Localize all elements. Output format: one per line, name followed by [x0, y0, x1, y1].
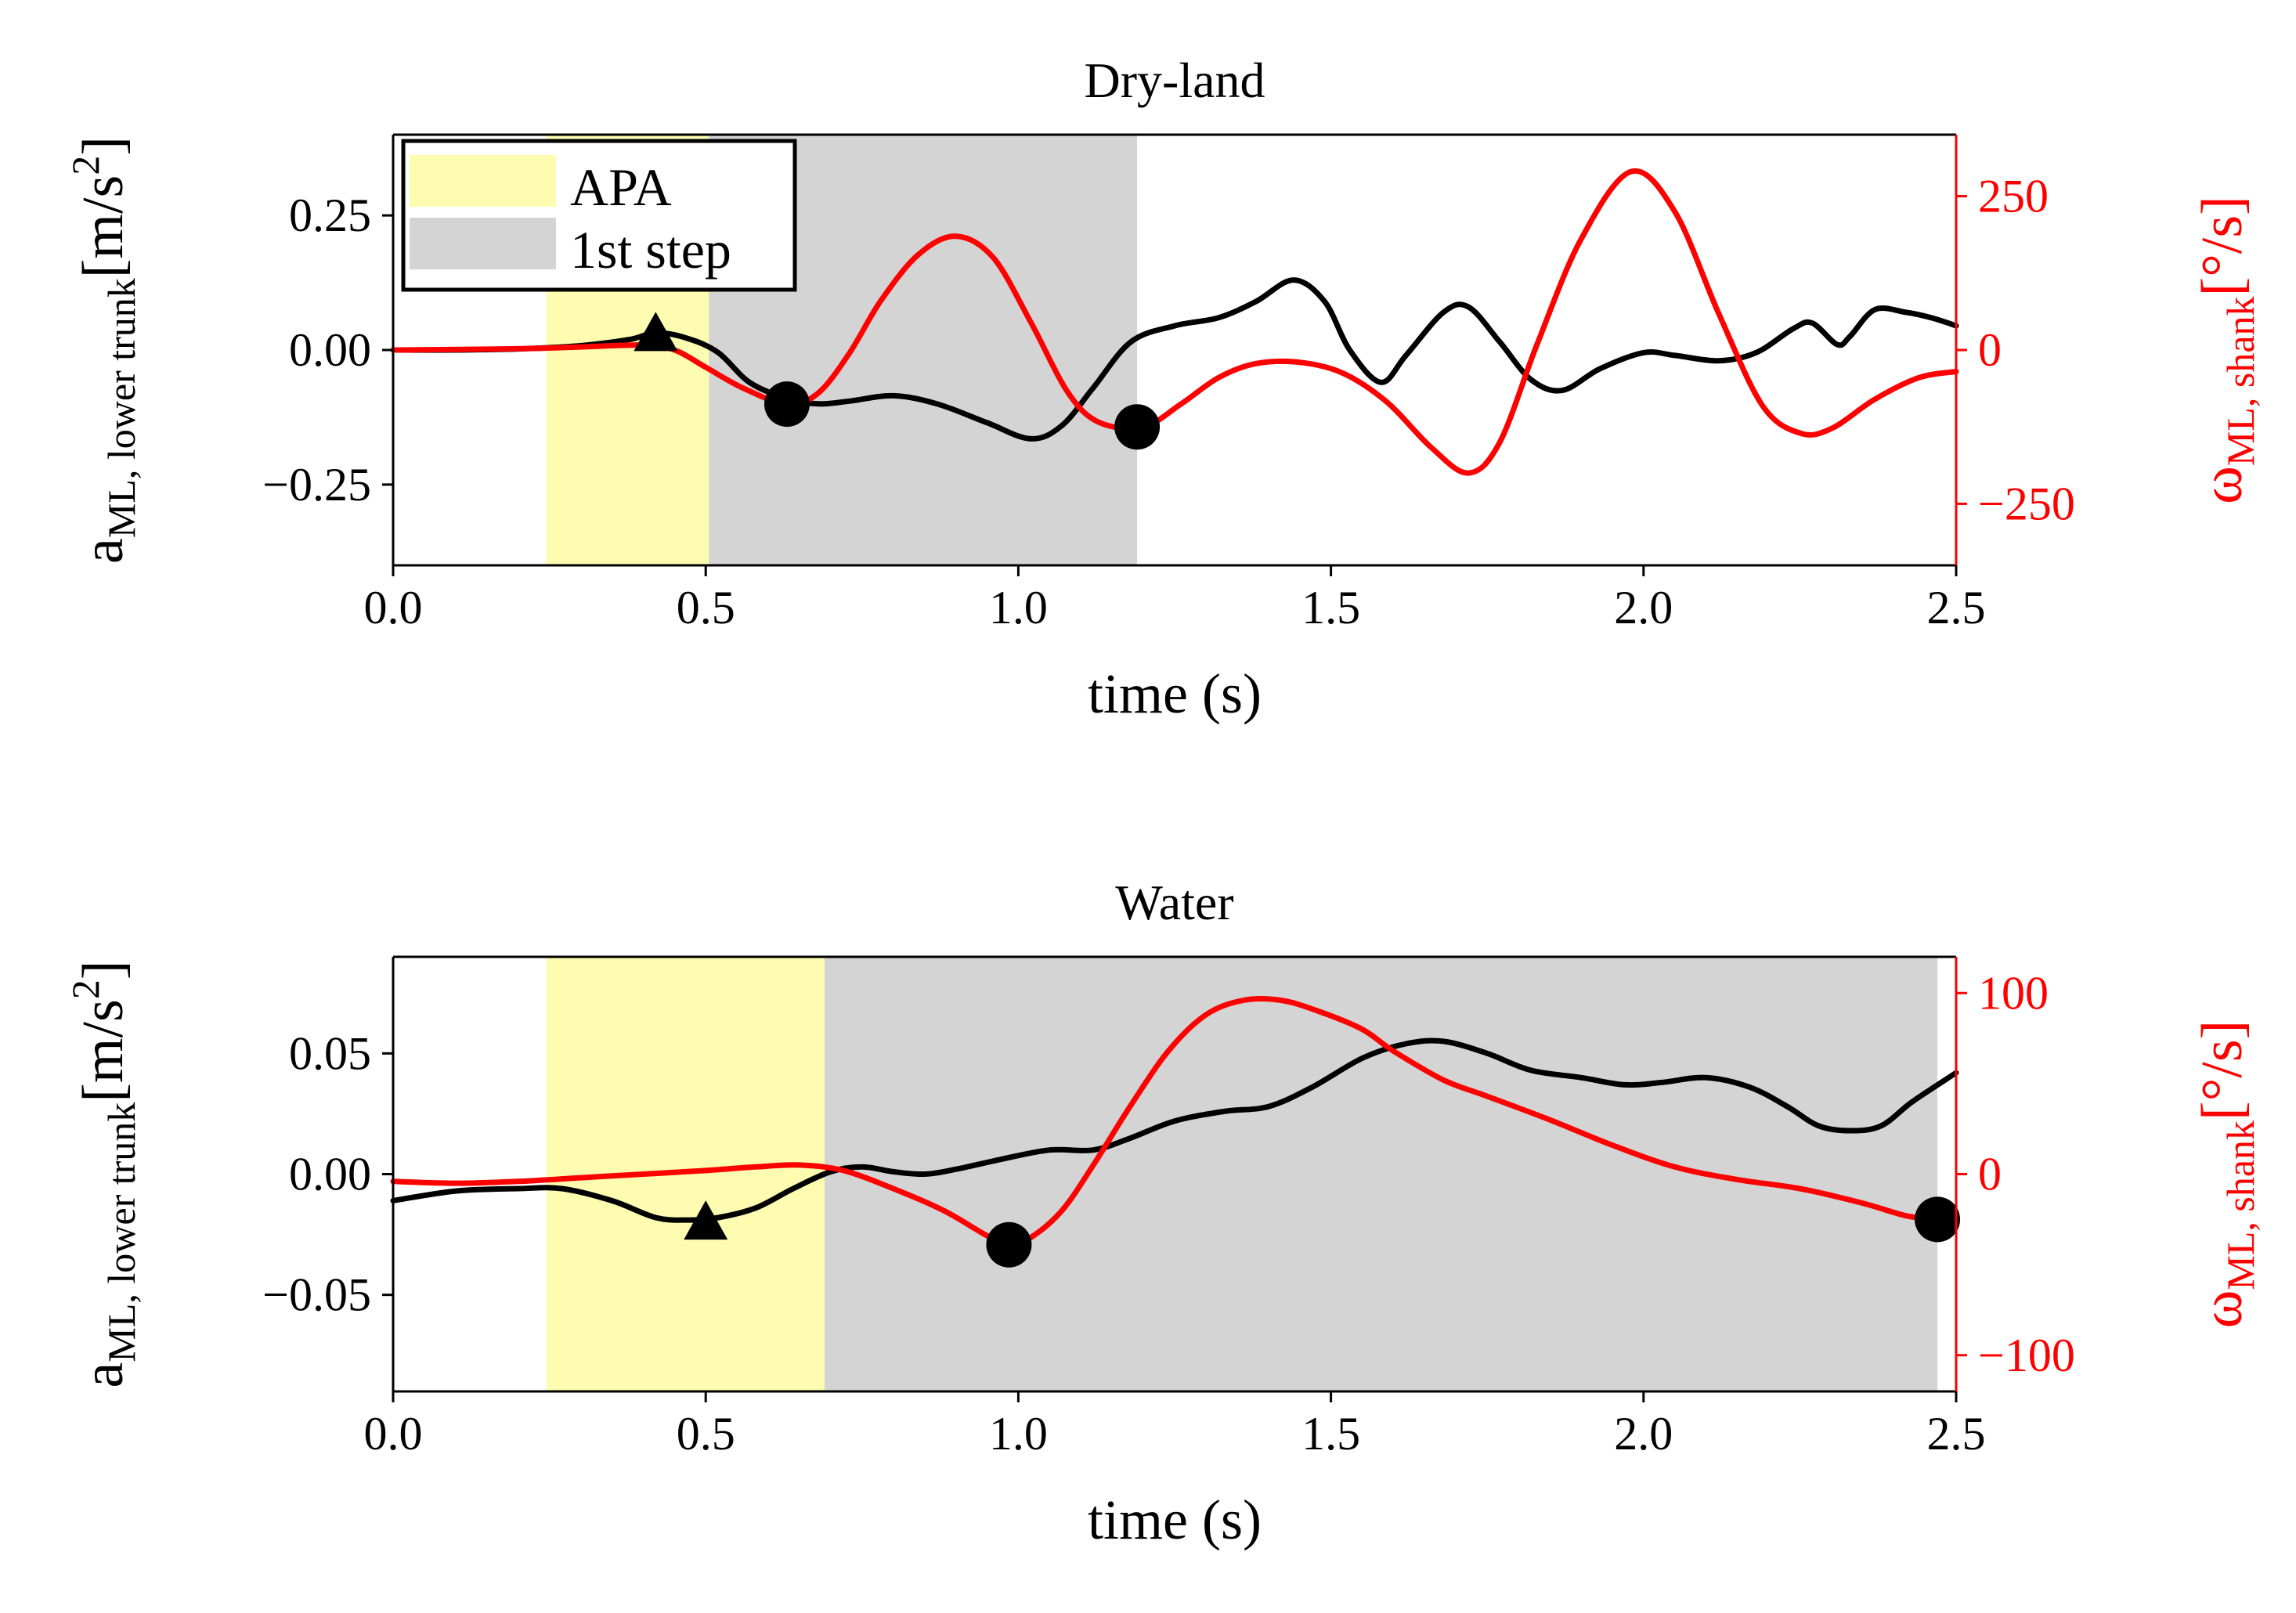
y-axis-title-subscript: ML, lower trunk — [99, 278, 143, 538]
series-line-omega-shank — [390, 168, 1959, 476]
y-axis-title-right-main: ω — [2190, 1290, 2254, 1329]
y-axis-title-bracket: ] — [71, 136, 135, 156]
x-tick-label: 0.0 — [364, 582, 423, 633]
y-axis-title-right-subscript: ML, shank — [2218, 296, 2262, 466]
series-line-a-lower-trunk — [390, 1037, 1959, 1223]
y-tick-label-right: 250 — [1978, 171, 2049, 222]
x-tick-label: 2.0 — [1614, 1408, 1673, 1460]
legend-label-1st-step: 1st step — [570, 220, 731, 280]
y-axis-title-right-unit: [°/s] — [2190, 196, 2254, 296]
dry-land-panel: Dry-land 0.0 0.5 1.0 1.5 2.0 2.5 0.25 0.00 −0.25 2… — [63, 52, 2262, 725]
y-axis-title-superscript: 2 — [63, 156, 107, 175]
x-tick-label: 2.5 — [1927, 582, 1986, 633]
y-axis-title-right-unit: [°/s] — [2190, 1020, 2254, 1120]
triangle-marker — [634, 312, 678, 352]
chart-title: Water — [1115, 875, 1233, 930]
legend-swatch-apa — [410, 155, 556, 207]
series-line-omega-shank — [390, 995, 1959, 1248]
y-axis-title-right-main: ω — [2190, 466, 2254, 504]
x-tick-label: 1.0 — [989, 1408, 1048, 1460]
y-axis-title-unit: [m/s — [71, 175, 135, 279]
y-axis-title-superscript: 2 — [63, 980, 107, 999]
y-axis-title-subscript: ML, lower trunk — [99, 1102, 143, 1362]
y-axis-title-right: ωML, shank[°/s] — [2190, 196, 2262, 504]
y-axis-title-bracket: ] — [71, 961, 135, 980]
y-axis-title-main: a — [71, 538, 135, 564]
y-tick-label-left: 0.05 — [289, 1027, 371, 1079]
x-axis-title: time (s) — [1088, 662, 1262, 725]
water-panel: Water 0.0 0.5 1.0 1.5 2.0 2.5 0.05 0.00 −0.05 100 0… — [63, 875, 2262, 1551]
circle-marker — [764, 381, 810, 428]
y-tick-label-left: −0.25 — [262, 459, 371, 511]
y-axis-title-right: ωML, shank[°/s] — [2190, 1020, 2262, 1329]
y-tick-label-left: 0.00 — [289, 324, 371, 376]
y-axis-title-left: aML, lower trunk[m/s2] — [63, 136, 143, 564]
x-tick-label: 1.5 — [1301, 1408, 1360, 1460]
legend-swatch-1st-step — [410, 218, 556, 269]
y-axis-title-main: a — [71, 1362, 135, 1388]
y-axis-title-left: aML, lower trunk[m/s2] — [63, 961, 143, 1388]
y-tick-label-left: 0.25 — [289, 189, 371, 241]
y-tick-label-right: 0 — [1978, 324, 2002, 376]
circle-marker — [1114, 404, 1161, 450]
x-tick-label: 1.5 — [1301, 582, 1360, 633]
circle-marker — [986, 1221, 1032, 1268]
y-tick-label-right: −100 — [1978, 1330, 2075, 1381]
x-tick-label: 2.0 — [1614, 582, 1673, 633]
x-axis-title: time (s) — [1088, 1489, 1262, 1551]
y-tick-label-left: 0.00 — [289, 1149, 371, 1200]
series-line-a-lower-trunk — [390, 277, 1959, 442]
y-tick-label-right: 0 — [1978, 1149, 2002, 1200]
y-tick-label-left: −0.05 — [262, 1269, 371, 1321]
x-tick-label: 0.5 — [677, 1408, 735, 1460]
y-tick-label-right: 100 — [1978, 967, 2049, 1019]
legend-label-apa: APA — [570, 157, 672, 217]
y-tick-label-right: −250 — [1978, 478, 2075, 529]
y-axis-title-right-subscript: ML, shank — [2218, 1120, 2262, 1290]
x-tick-label: 0.5 — [677, 582, 735, 633]
triangle-marker — [684, 1200, 728, 1240]
span-1st-step — [824, 957, 1938, 1391]
x-tick-label: 0.0 — [364, 1408, 423, 1460]
x-tick-label: 1.0 — [989, 582, 1048, 633]
chart-title: Dry-land — [1084, 52, 1265, 108]
circle-marker — [1915, 1196, 1961, 1243]
x-tick-label: 2.5 — [1927, 1408, 1986, 1460]
y-axis-title-unit: [m/s — [71, 999, 135, 1102]
